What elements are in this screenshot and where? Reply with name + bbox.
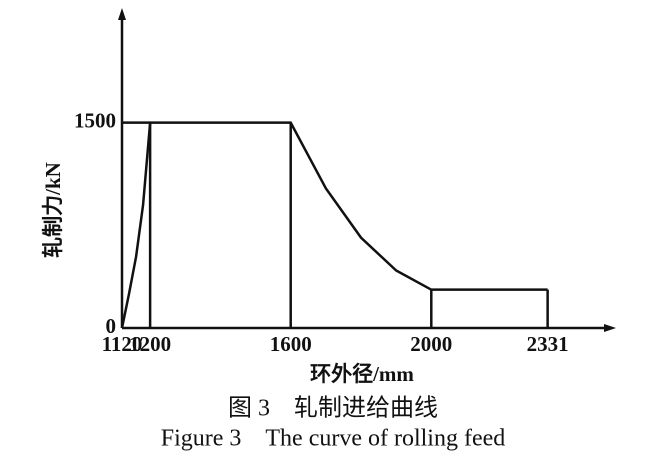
x-tick-label: 2000 xyxy=(410,332,452,356)
y-tick-label: 0 xyxy=(106,314,117,338)
x-axis-label: 环外径/mm xyxy=(310,362,414,386)
y-tick-label: 1500 xyxy=(74,108,116,132)
y-axis-label: 轧制力/kN xyxy=(41,162,65,258)
x-axis-arrow xyxy=(604,324,616,332)
caption-cn: 图 3 轧制进给曲线 xyxy=(228,395,438,422)
x-tick-label: 1120 xyxy=(102,332,143,356)
x-tick-label: 1600 xyxy=(270,332,312,356)
x-tick-label: 2331 xyxy=(527,332,569,356)
x-tick-label: 1200 xyxy=(129,332,171,356)
y-axis-arrow xyxy=(118,8,126,20)
line-series xyxy=(120,121,548,329)
caption-en: Figure 3 The curve of rolling feed xyxy=(161,426,506,452)
